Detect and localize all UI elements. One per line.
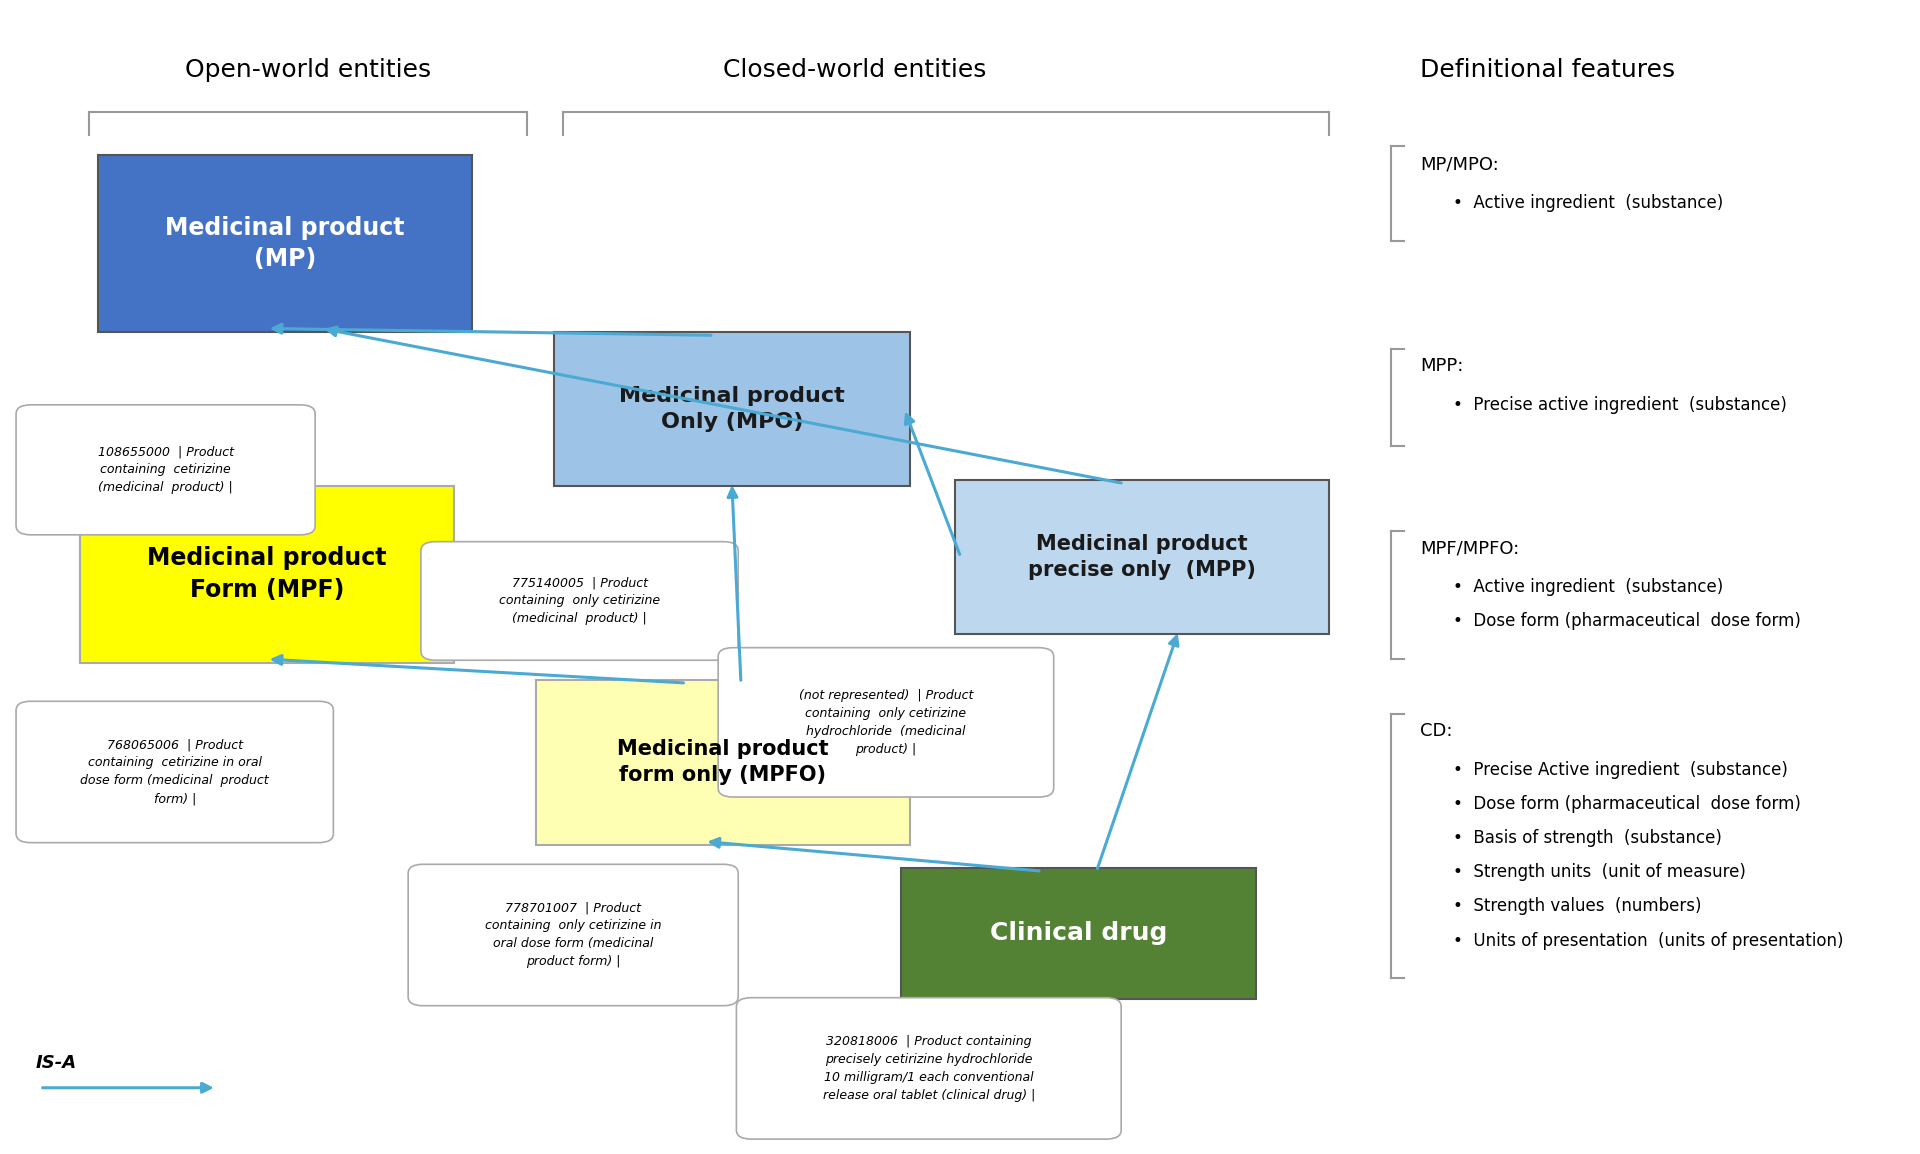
FancyBboxPatch shape [555, 332, 910, 486]
Text: Clinical drug: Clinical drug [989, 921, 1167, 945]
FancyBboxPatch shape [15, 702, 334, 842]
Text: •  Active ingredient  (substance): • Active ingredient (substance) [1453, 194, 1724, 212]
Text: •  Strength units  (unit of measure): • Strength units (unit of measure) [1453, 863, 1745, 882]
FancyBboxPatch shape [536, 680, 910, 845]
Text: 108655000  | Product
containing  cetirizine
(medicinal  product) |: 108655000 | Product containing cetirizin… [98, 445, 234, 494]
Text: IS-A: IS-A [36, 1054, 77, 1072]
FancyBboxPatch shape [737, 998, 1121, 1139]
FancyBboxPatch shape [409, 864, 737, 1005]
Text: Medicinal product
(MP): Medicinal product (MP) [165, 216, 405, 271]
FancyBboxPatch shape [420, 541, 737, 660]
Text: Medicinal product
Only (MPO): Medicinal product Only (MPO) [618, 385, 845, 432]
Text: Definitional features: Definitional features [1421, 58, 1676, 82]
Text: Open-world entities: Open-world entities [184, 58, 430, 82]
FancyBboxPatch shape [98, 155, 472, 332]
Text: MP/MPO:: MP/MPO: [1421, 156, 1500, 173]
FancyBboxPatch shape [81, 486, 453, 662]
Text: Medicinal product
form only (MPFO): Medicinal product form only (MPFO) [616, 739, 829, 786]
Text: •  Dose form (pharmaceutical  dose form): • Dose form (pharmaceutical dose form) [1453, 613, 1801, 630]
FancyBboxPatch shape [956, 480, 1329, 634]
Text: 778701007  | Product
containing  only cetirizine in
oral dose form (medicinal
pr: 778701007 | Product containing only ceti… [486, 901, 660, 968]
Text: 775140005  | Product
containing  only cetirizine
(medicinal  product) |: 775140005 | Product containing only ceti… [499, 577, 660, 625]
Text: •  Dose form (pharmaceutical  dose form): • Dose form (pharmaceutical dose form) [1453, 795, 1801, 812]
Text: 768065006  | Product
containing  cetirizine in oral
dose form (medicinal  produc: 768065006 | Product containing cetirizin… [81, 739, 269, 805]
Text: (not represented)  | Product
containing  only cetirizine
hydrochloride  (medicin: (not represented) | Product containing o… [799, 689, 973, 756]
Text: MPP:: MPP: [1421, 357, 1463, 375]
Text: Medicinal product
precise only  (MPP): Medicinal product precise only (MPP) [1029, 534, 1256, 580]
Text: •  Precise Active ingredient  (substance): • Precise Active ingredient (substance) [1453, 760, 1788, 779]
Text: Closed-world entities: Closed-world entities [724, 58, 987, 82]
Text: 320818006  | Product containing
precisely cetirizine hydrochloride
10 milligram/: 320818006 | Product containing precisely… [822, 1035, 1035, 1102]
Text: •  Active ingredient  (substance): • Active ingredient (substance) [1453, 578, 1724, 597]
Text: Medicinal product
Form (MPF): Medicinal product Form (MPF) [148, 546, 386, 602]
FancyBboxPatch shape [15, 405, 315, 534]
FancyBboxPatch shape [718, 647, 1054, 797]
FancyBboxPatch shape [900, 868, 1256, 999]
Text: •  Basis of strength  (substance): • Basis of strength (substance) [1453, 829, 1722, 847]
Text: MPF/MPFO:: MPF/MPFO: [1421, 540, 1519, 557]
Text: •  Strength values  (numbers): • Strength values (numbers) [1453, 898, 1701, 915]
Text: •  Units of presentation  (units of presentation): • Units of presentation (units of presen… [1453, 931, 1843, 950]
Text: CD:: CD: [1421, 722, 1453, 740]
Text: •  Precise active ingredient  (substance): • Precise active ingredient (substance) [1453, 396, 1788, 414]
